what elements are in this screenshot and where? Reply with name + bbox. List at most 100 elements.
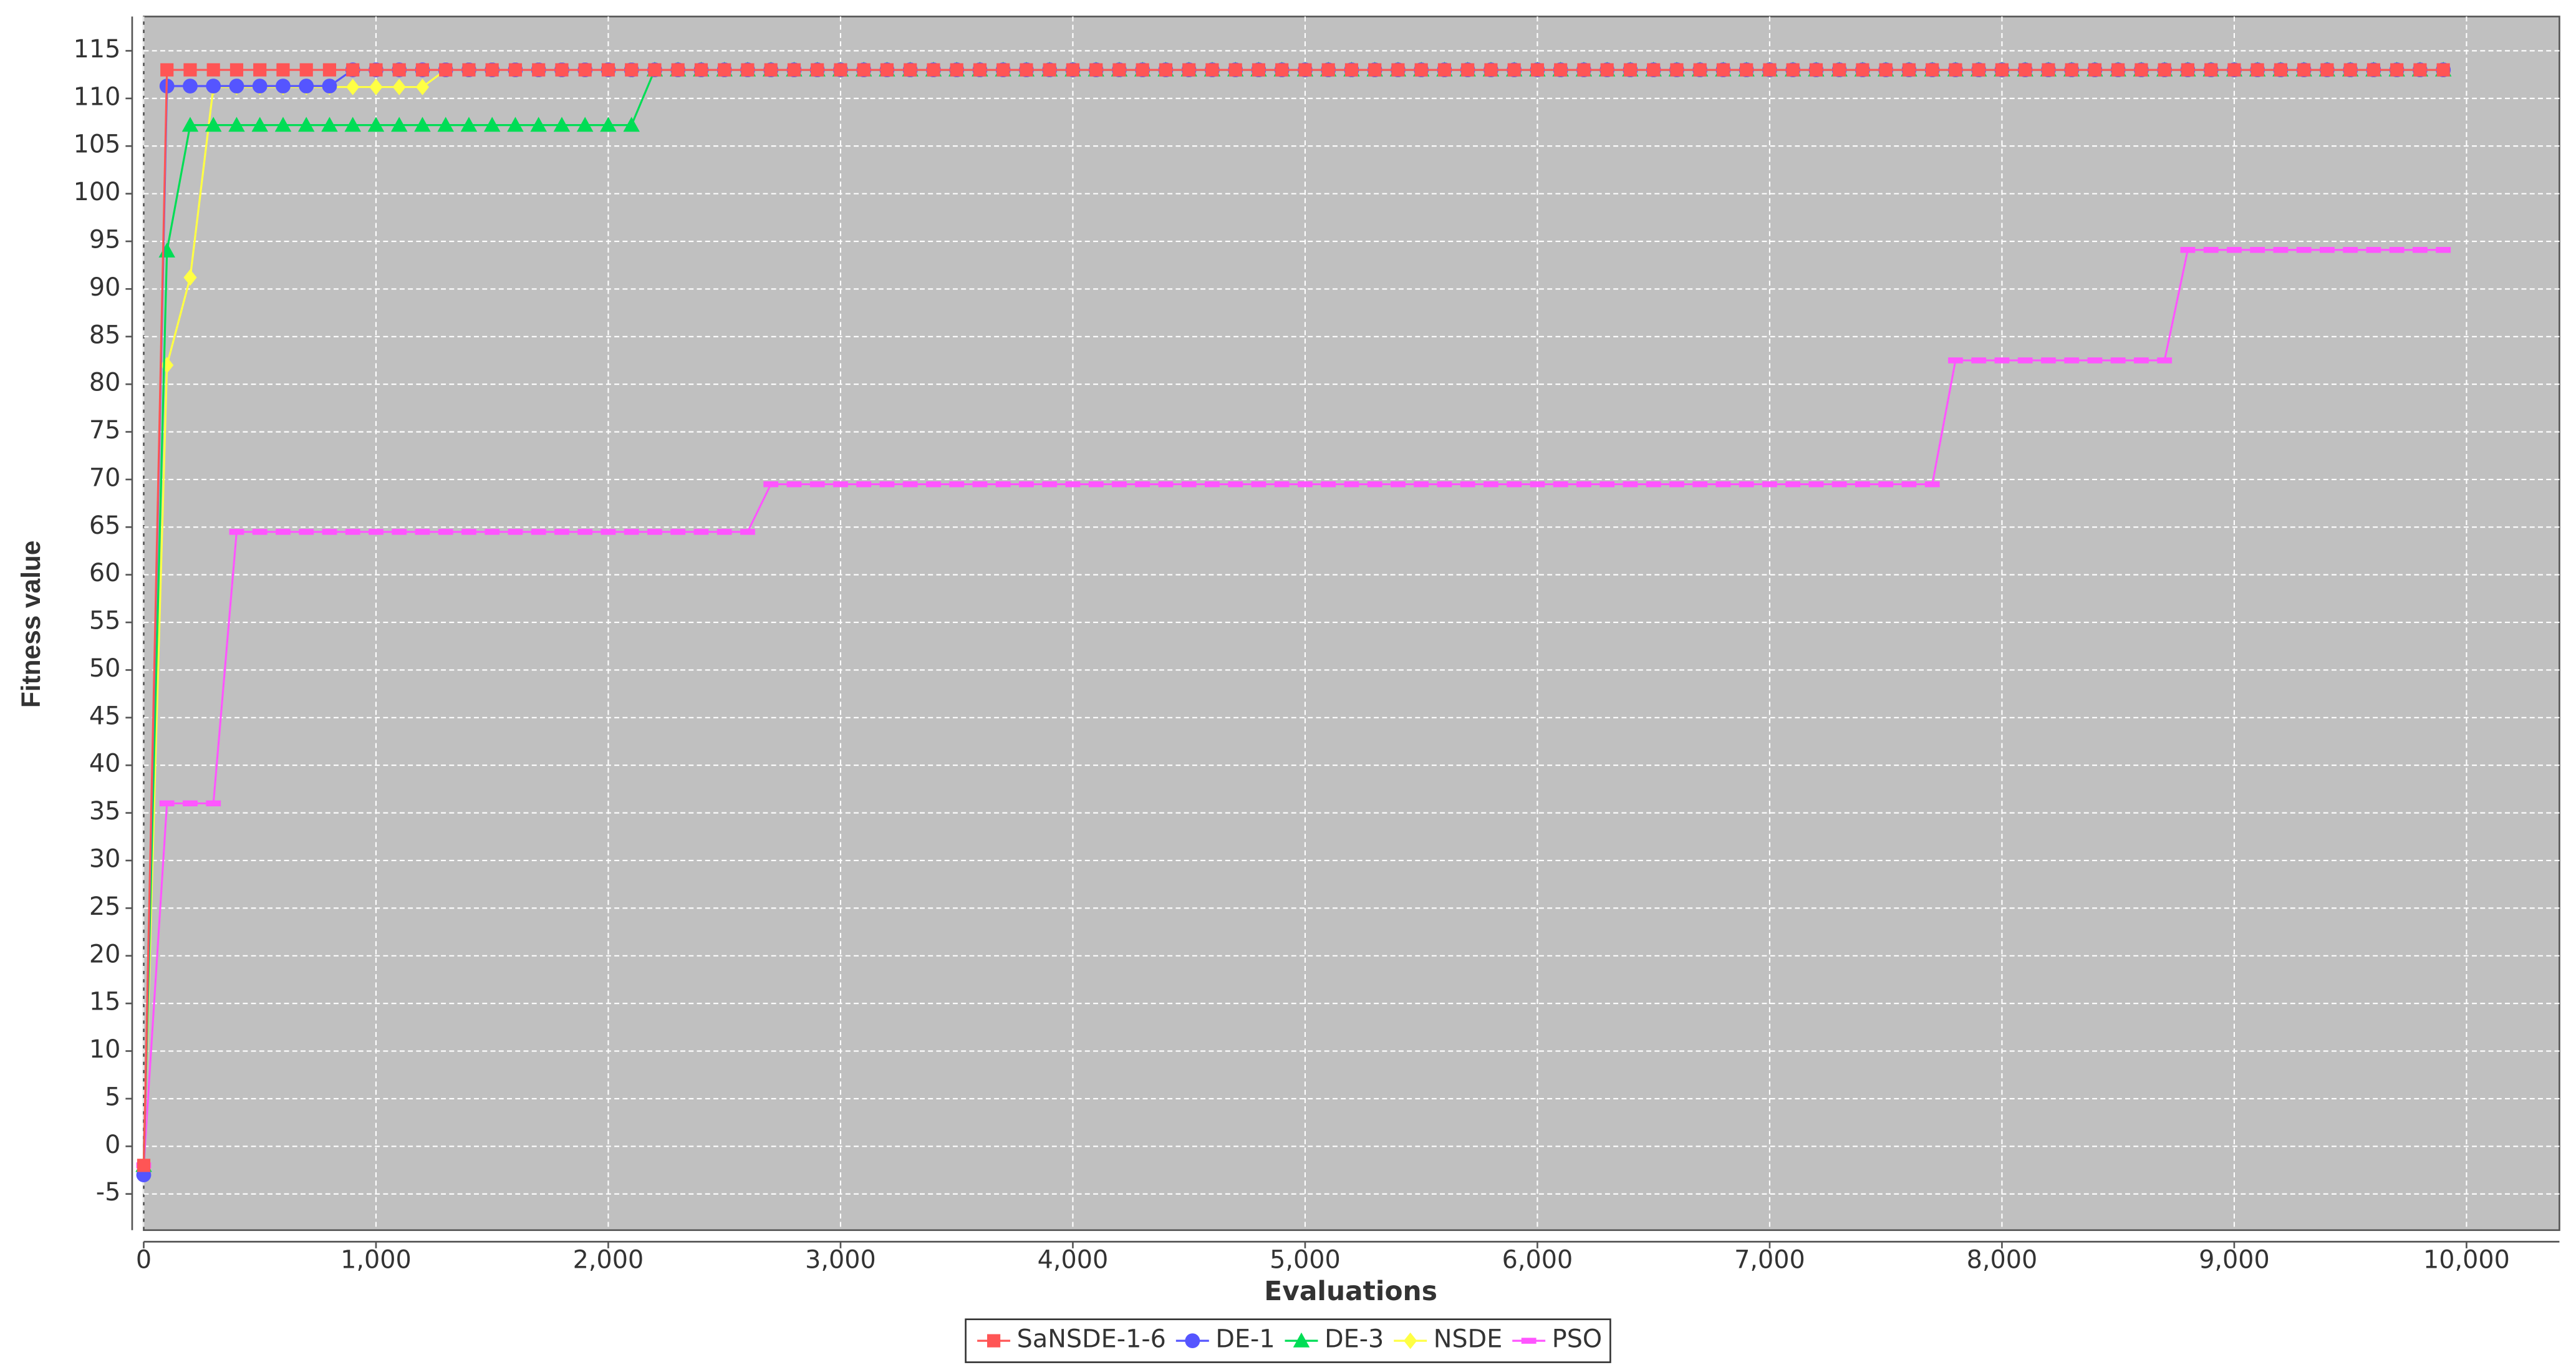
marker [1228,63,1242,77]
marker [1878,481,1894,488]
marker [183,800,198,807]
marker [1693,63,1707,77]
marker [369,529,384,535]
marker [2110,357,2126,364]
series-line [142,249,2444,1165]
marker [694,63,708,77]
marker [321,117,338,132]
marker [299,63,313,77]
legend-label: DE-3 [1324,1325,1384,1354]
marker [228,117,245,132]
x-tick-label: 5,000 [1270,1246,1341,1275]
marker [1344,63,1359,77]
x-tick-label: 8,000 [1967,1246,2038,1275]
marker [276,529,291,535]
marker [2227,246,2242,253]
x-tick-label: 6,000 [1502,1246,1573,1275]
marker [625,63,639,77]
marker [904,63,917,77]
marker [181,117,199,132]
marker [483,117,501,132]
marker [206,63,220,77]
marker [1530,481,1545,488]
marker [1994,357,2010,364]
marker [183,79,198,94]
marker [1112,63,1126,77]
marker [1414,481,1429,488]
marker [1948,357,1963,364]
marker [1716,63,1730,77]
marker [1809,63,1823,77]
marker [369,79,383,95]
y-tick-label: 30 [89,844,121,873]
marker [229,529,244,535]
marker [1739,481,1754,488]
marker [927,63,940,77]
marker [1599,481,1615,488]
y-tick-label: -5 [96,1178,121,1207]
marker [415,529,430,535]
marker [834,63,847,77]
marker [392,529,407,535]
marker [2227,63,2241,77]
marker [973,63,987,77]
marker [2019,63,2032,77]
marker [1554,63,1568,77]
marker [995,481,1011,488]
marker [1926,63,1939,77]
marker [554,529,569,535]
y-tick-label: 10 [89,1035,121,1064]
marker [577,529,593,535]
marker [1344,481,1359,488]
marker [2320,246,2335,253]
marker [1321,63,1335,77]
marker [369,63,383,77]
marker [2158,63,2171,77]
marker [160,63,174,77]
marker [530,117,547,132]
marker [809,481,825,488]
x-tick-label: 4,000 [1038,1246,1109,1275]
marker [1740,63,1754,77]
x-tick-label: 9,000 [2199,1246,2270,1275]
marker [462,63,476,77]
marker [1949,63,1962,77]
marker [1856,63,1869,77]
marker [2017,357,2033,364]
y-tick-label: 90 [89,273,121,302]
marker [276,79,291,94]
marker [2389,246,2405,253]
marker [1647,63,1661,77]
marker [2203,246,2219,253]
marker [811,63,824,77]
marker [322,529,337,535]
marker [344,117,361,132]
marker [2111,63,2125,77]
marker [670,529,686,535]
marker [2065,63,2078,77]
marker [555,63,569,77]
marker [2088,63,2102,77]
marker [1902,63,1916,77]
marker [1879,63,1893,77]
marker [833,481,848,488]
marker [415,79,430,95]
y-tick-label: 75 [89,416,121,445]
marker [299,529,314,535]
marker [137,1159,151,1172]
marker [1089,63,1103,77]
marker [461,529,476,535]
marker [600,117,617,132]
marker [1507,481,1522,488]
marker [531,529,546,535]
marker [1831,481,1847,488]
marker [1460,481,1475,488]
marker [1972,63,1985,77]
marker [996,63,1010,77]
marker [648,63,662,77]
marker [392,79,406,95]
marker [1205,63,1219,77]
marker [1181,481,1197,488]
marker [1924,481,1940,488]
marker [1391,481,1406,488]
